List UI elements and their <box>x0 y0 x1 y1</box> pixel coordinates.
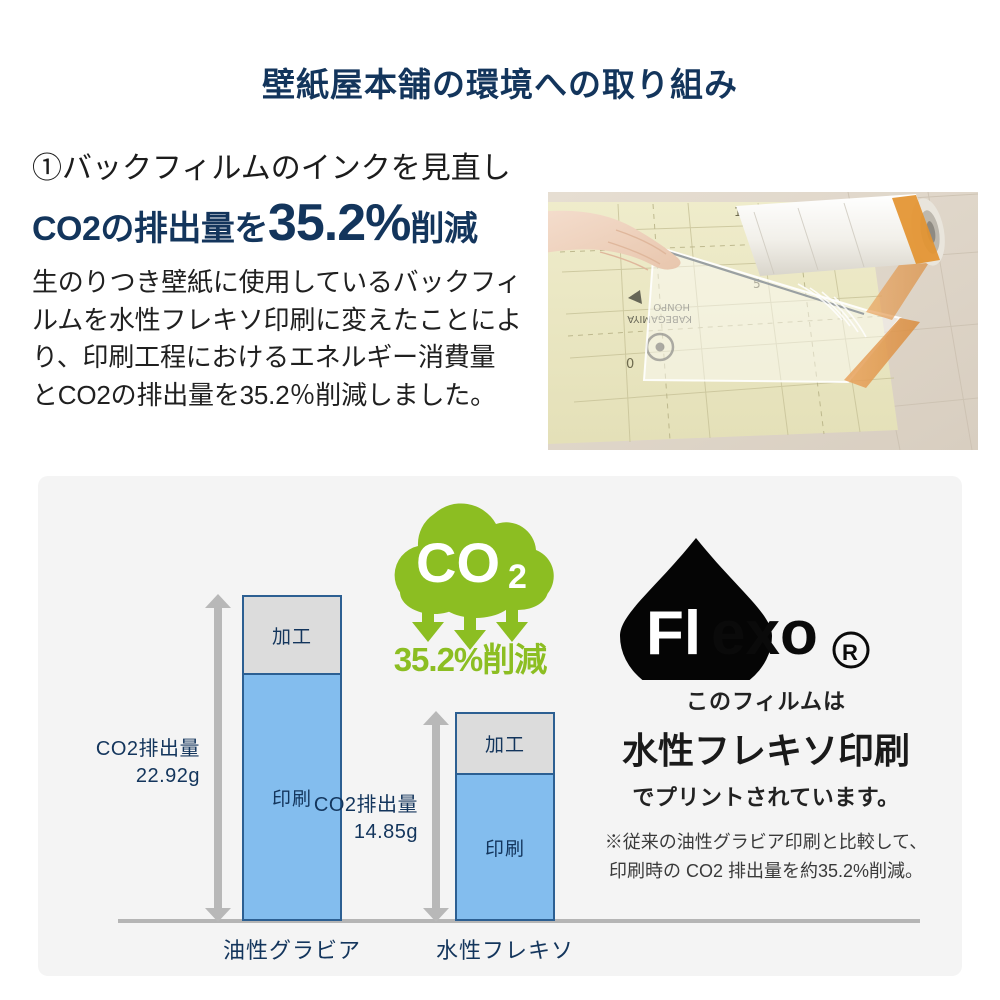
total-label-left: CO2排出量 22.92g <box>20 736 200 790</box>
cloud-icon <box>394 503 554 618</box>
flexo-note-line: 印刷時の CO2 排出量を約35.2%削減。 <box>608 860 924 881</box>
svg-text:Fl: Fl <box>646 599 701 668</box>
category-label-left: 油性グラビア <box>222 938 361 963</box>
value-caption-right: CO2排出量 <box>313 794 418 816</box>
value-caption-left: CO2排出量 <box>95 738 200 760</box>
down-arrows-icon <box>412 608 528 650</box>
teardrop-icon <box>620 538 772 698</box>
intro-body: 生のりつき壁紙に使用しているバックフィ ルムを水性フレキソ印刷に変えたことによ … <box>32 264 544 415</box>
flexo-note-line: ※従来の油性グラビア印刷と比較して、 <box>604 832 928 852</box>
total-arrow-right-icon <box>423 711 449 922</box>
flexo-note: ※従来の油性グラビア印刷と比較して、 印刷時の CO2 排出量を約35.2%削減… <box>586 828 946 886</box>
bar-segment-print-right: 印刷 <box>457 775 553 919</box>
intro-body-line: り、印刷工程におけるエネルギー消費量 <box>32 342 496 373</box>
svg-text:KABEGAMIYA: KABEGAMIYA <box>627 313 692 324</box>
intro-headline: CO2の排出量を 35.2% 削減 <box>32 193 544 252</box>
cloud-reduction-label: 35.2%削減 <box>393 641 548 678</box>
svg-text:5: 5 <box>753 277 761 291</box>
svg-text:0: 0 <box>626 357 634 372</box>
flexo-main-text: 水性フレキソ印刷 <box>621 730 910 771</box>
headline-prefix: CO2の排出量を <box>32 209 268 248</box>
value-total-left: 22.92g <box>135 765 200 787</box>
intro-body-line: 生のりつき壁紙に使用しているバックフィ <box>32 267 522 298</box>
svg-text:HONPO: HONPO <box>653 301 690 312</box>
intro-body-line: とCO2の排出量を35.2％削減しました。 <box>32 380 496 411</box>
intro-body-line: ルムを水性フレキソ印刷に変えたことによ <box>32 304 522 335</box>
bar-segment-print-left: 印刷 <box>244 675 340 919</box>
flexo-sub-text: でプリントされています。 <box>632 785 900 810</box>
category-label-right: 水性フレキソ <box>435 938 574 963</box>
headline-suffix: 削減 <box>410 209 478 248</box>
flexo-caption: このフィルムは <box>685 689 847 714</box>
total-label-right: CO2排出量 14.85g <box>238 792 418 846</box>
bar-oil-gravure: 加工 印刷 <box>242 595 342 921</box>
bar-segment-process-left: 加工 <box>244 597 340 675</box>
headline-value: 35.2% <box>267 193 411 252</box>
bar-water-flexo: 加工 印刷 <box>455 712 555 921</box>
intro-block: ①バックフィルムのインクを見直し CO2の排出量を 35.2% 削減 生のりつき… <box>32 150 544 415</box>
registered-mark-icon: R <box>832 631 870 669</box>
total-arrow-left-icon <box>205 594 231 922</box>
flexo-logo: Fl exo R <box>586 530 946 698</box>
bar-segment-process-right: 加工 <box>457 714 553 775</box>
svg-text:R: R <box>842 640 858 665</box>
svg-text:2: 2 <box>508 558 527 596</box>
product-photo: 0 5 10 15 KABEGAMIYA HONPO <box>548 192 978 450</box>
svg-text:CO: CO <box>416 531 500 594</box>
svg-text:exo: exo <box>711 599 818 668</box>
flexo-block: Fl exo R このフィルムは 水性フレキソ印刷 でプリントされています。 ※… <box>586 530 946 886</box>
intro-lead: ①バックフィルムのインクを見直し <box>32 152 511 185</box>
chart-baseline <box>118 919 920 923</box>
page-title: 壁紙屋本舗の環境への取り組み <box>262 66 738 103</box>
value-total-right: 14.85g <box>353 821 418 843</box>
co2-cloud-graphic: CO 2 <box>372 496 568 686</box>
co2-bar-chart: CO2排出量 22.92g 加工 印刷 油性グラビア CO2排出量 14.85g… <box>0 476 920 976</box>
